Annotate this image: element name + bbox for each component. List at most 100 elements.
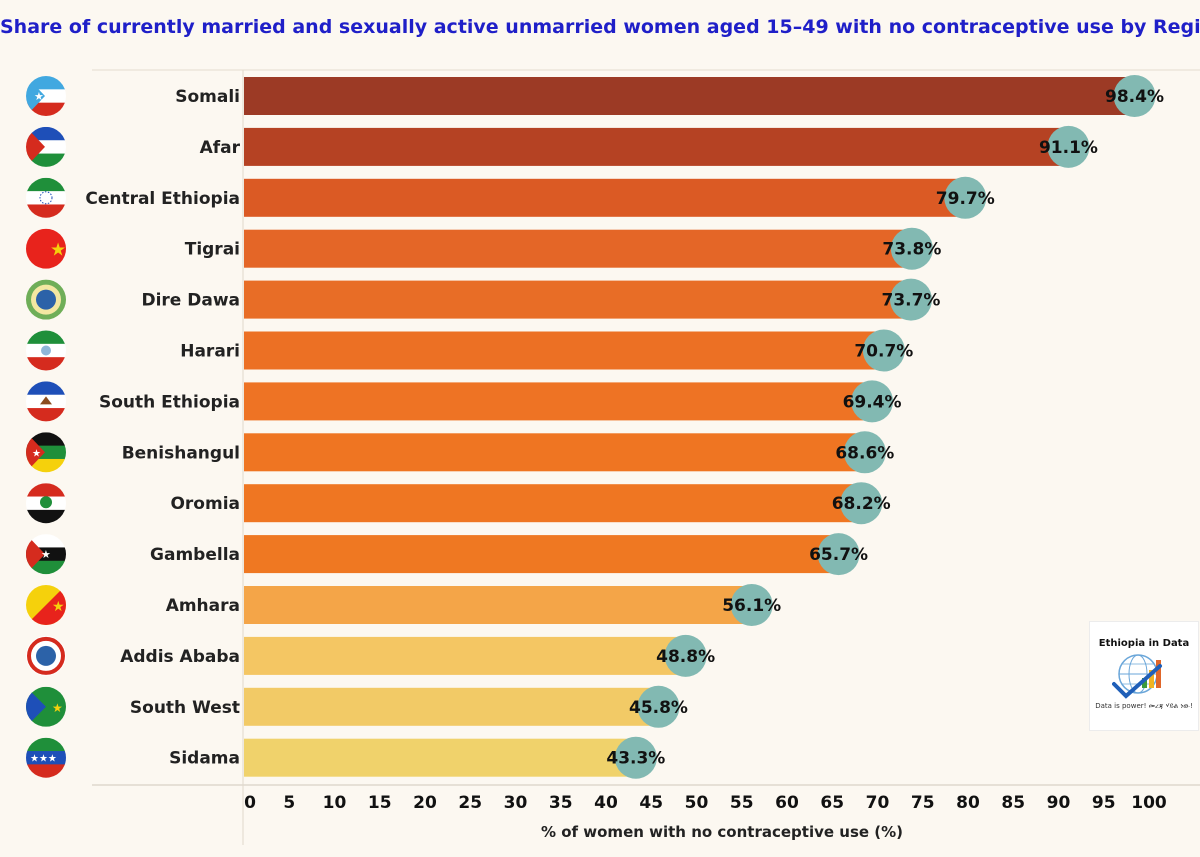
category-label: Dire Dawa	[141, 291, 240, 311]
bar-benishangul	[244, 433, 865, 472]
value-label: 45.8%	[629, 698, 688, 718]
harari-flag-icon	[26, 330, 66, 371]
value-marker	[890, 227, 933, 270]
sidama-flag-icon: ★★★	[26, 737, 66, 778]
value-label: 56.1%	[722, 596, 781, 616]
svg-text:★: ★	[52, 599, 65, 615]
benishangul-flag-icon: ★	[26, 432, 66, 473]
category-label: Sidama	[169, 749, 240, 769]
category-label: Harari	[180, 342, 240, 362]
category-label: South Ethiopia	[99, 392, 240, 412]
bar-oromia	[244, 484, 862, 523]
x-tick-label: 80	[956, 793, 980, 813]
value-label: 73.8%	[882, 240, 941, 260]
logo-title: Ethiopia in Data	[1098, 638, 1190, 649]
category-label: Somali	[175, 87, 240, 107]
x-tick-label: 5	[283, 793, 295, 813]
value-marker	[730, 584, 773, 626]
tigrai-flag-icon: ★	[26, 228, 66, 269]
south-west-flag-icon: ★	[26, 686, 66, 727]
somali-flag-icon: ★	[26, 76, 66, 116]
category-label: Amhara	[166, 596, 240, 616]
value-label: 91.1%	[1039, 138, 1098, 158]
bar-gambella	[244, 535, 839, 574]
x-tick-label: 20	[413, 793, 437, 813]
x-tick-label: 25	[458, 793, 482, 813]
globe-chart-icon	[1112, 654, 1162, 699]
value-marker	[1113, 75, 1156, 117]
x-tick-label: 15	[368, 793, 392, 813]
bar-afar	[244, 127, 1069, 166]
category-label: Tigrai	[185, 240, 240, 260]
bar-south-ethiopia	[244, 382, 873, 421]
value-label: 79.7%	[936, 189, 995, 209]
afar-flag-icon	[26, 126, 66, 167]
value-label: 73.7%	[881, 291, 940, 311]
x-tick-label: 85	[1001, 793, 1025, 813]
category-label: Afar	[200, 138, 241, 158]
bar-addis-ababa	[244, 636, 686, 675]
x-tick-label: 65	[820, 793, 844, 813]
x-axis-title: % of women with no contraceptive use (%)	[541, 823, 903, 841]
x-tick-label: 35	[549, 793, 573, 813]
bar-harari	[244, 331, 884, 370]
category-label: Oromia	[170, 494, 240, 514]
svg-text:★: ★	[50, 240, 66, 261]
amhara-flag-icon: ★	[26, 585, 66, 625]
value-marker	[664, 634, 707, 677]
x-tick-label: 70	[866, 793, 890, 813]
value-marker	[889, 278, 932, 321]
logo-tagline: Data is power! መረጃ ሃይል ነው!	[1095, 702, 1193, 710]
value-label: 43.3%	[606, 749, 665, 769]
category-label: Central Ethiopia	[85, 189, 240, 209]
value-marker	[1047, 125, 1090, 168]
value-label: 48.8%	[656, 647, 715, 667]
x-tick-label: 90	[1047, 793, 1071, 813]
x-tick-label: 95	[1092, 793, 1116, 813]
value-marker	[862, 329, 905, 372]
value-marker	[637, 685, 680, 728]
value-label: 65.7%	[809, 545, 868, 565]
value-marker	[851, 380, 894, 423]
category-label: South West	[130, 698, 240, 718]
value-marker	[843, 431, 886, 474]
value-marker	[817, 533, 860, 576]
value-marker	[614, 736, 657, 779]
south-ethiopia-flag-icon	[26, 381, 66, 422]
svg-text:★★★: ★★★	[30, 754, 57, 765]
value-label: 68.2%	[832, 494, 891, 514]
x-tick-label: 45	[639, 793, 663, 813]
bar-south-west	[244, 687, 659, 726]
x-tick-label: 60	[775, 793, 799, 813]
ethiopia-in-data-logo: Ethiopia in Data Data is power! መረጃ ሃይል …	[1089, 621, 1199, 731]
x-tick-label: 75	[911, 793, 935, 813]
category-label: Benishangul	[122, 443, 240, 463]
value-marker	[944, 176, 987, 219]
x-tick-label: 0	[244, 793, 256, 813]
value-label: 69.4%	[843, 392, 902, 412]
x-tick-label: 100	[1131, 793, 1167, 813]
x-tick-label: 10	[323, 793, 347, 813]
bar-somali	[244, 77, 1135, 115]
bar-sidama	[244, 738, 636, 777]
svg-text:★: ★	[32, 448, 41, 459]
x-tick-label: 55	[730, 793, 754, 813]
bar-dire-dawa	[244, 280, 911, 319]
bar-amhara	[244, 586, 752, 624]
x-tick-label: 30	[504, 793, 528, 813]
svg-text:★: ★	[52, 701, 63, 715]
x-tick-label: 50	[685, 793, 709, 813]
gambella-flag-icon: ★	[26, 534, 66, 575]
value-label: 98.4%	[1105, 87, 1164, 107]
chart-title: Share of currently married and sexually …	[0, 16, 1200, 38]
category-label: Gambella	[150, 545, 240, 565]
oromia-flag-icon	[26, 483, 66, 524]
central-ethiopia-flag-icon	[26, 177, 66, 218]
x-tick-label: 40	[594, 793, 618, 813]
value-label: 68.6%	[835, 443, 894, 463]
value-marker	[840, 482, 883, 525]
addis-ababa-seal-icon	[26, 635, 66, 676]
dire-dawa-seal-icon	[26, 279, 66, 320]
bar-central-ethiopia	[244, 178, 966, 217]
